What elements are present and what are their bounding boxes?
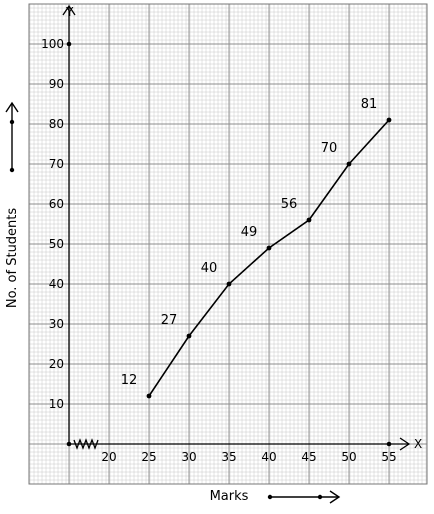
data-point xyxy=(226,281,232,287)
x-tick-label: 40 xyxy=(261,450,276,464)
x-tick-label: 50 xyxy=(341,450,356,464)
y-tick-label: 50 xyxy=(49,237,64,251)
y-axis-end-dot xyxy=(66,41,72,47)
y-axis-letter: Y xyxy=(65,5,74,19)
data-point xyxy=(186,333,192,339)
x-axis-letter: X xyxy=(414,437,422,451)
y-direction-arrow xyxy=(5,101,19,173)
x-axis-arrowhead xyxy=(399,437,411,451)
x-tick-label: 25 xyxy=(141,450,156,464)
tick-labels: 20 25 30 35 40 45 50 55 10 20 30 40 50 60 70 80 90 100 xyxy=(41,37,397,464)
y-tick-label: 100 xyxy=(41,37,64,51)
data-label: 12 xyxy=(121,373,138,388)
data-label: 56 xyxy=(281,197,298,212)
y-tick-label: 90 xyxy=(49,77,64,91)
y-tick-label: 60 xyxy=(49,197,64,211)
x-axis-title: Marks xyxy=(210,489,249,504)
data-label: 70 xyxy=(321,141,338,156)
y-tick-label: 70 xyxy=(49,157,64,171)
data-point xyxy=(306,217,312,223)
data-point xyxy=(346,161,352,167)
data-point xyxy=(386,117,392,123)
data-label: 27 xyxy=(161,313,178,328)
x-tick-label: 20 xyxy=(101,450,116,464)
y-tick-label: 40 xyxy=(49,277,64,291)
origin-dot xyxy=(66,441,72,447)
grid xyxy=(28,3,428,485)
x-axis-break-zigzag xyxy=(73,438,99,450)
data-label: 49 xyxy=(241,225,258,240)
x-direction-arrow xyxy=(267,490,341,504)
data-point xyxy=(146,393,152,399)
y-axis-arrowhead xyxy=(62,4,76,16)
x-axis-end-dot xyxy=(386,441,392,447)
y-tick-label: 30 xyxy=(49,317,64,331)
x-tick-label: 45 xyxy=(301,450,316,464)
data-label: 81 xyxy=(361,97,378,112)
plot-border xyxy=(28,3,428,485)
y-tick-label: 20 xyxy=(49,357,64,371)
x-tick-label: 35 xyxy=(221,450,236,464)
y-tick-label: 10 xyxy=(49,397,64,411)
y-tick-label: 80 xyxy=(49,117,64,131)
y-axis-title: No. of Students xyxy=(5,208,20,309)
series-line xyxy=(146,117,392,399)
x-tick-label: 30 xyxy=(181,450,196,464)
data-labels: 12 27 40 49 56 70 81 xyxy=(121,97,378,388)
axes xyxy=(62,4,411,451)
x-tick-label: 55 xyxy=(381,450,396,464)
data-label: 40 xyxy=(201,261,218,276)
data-point xyxy=(266,245,272,251)
